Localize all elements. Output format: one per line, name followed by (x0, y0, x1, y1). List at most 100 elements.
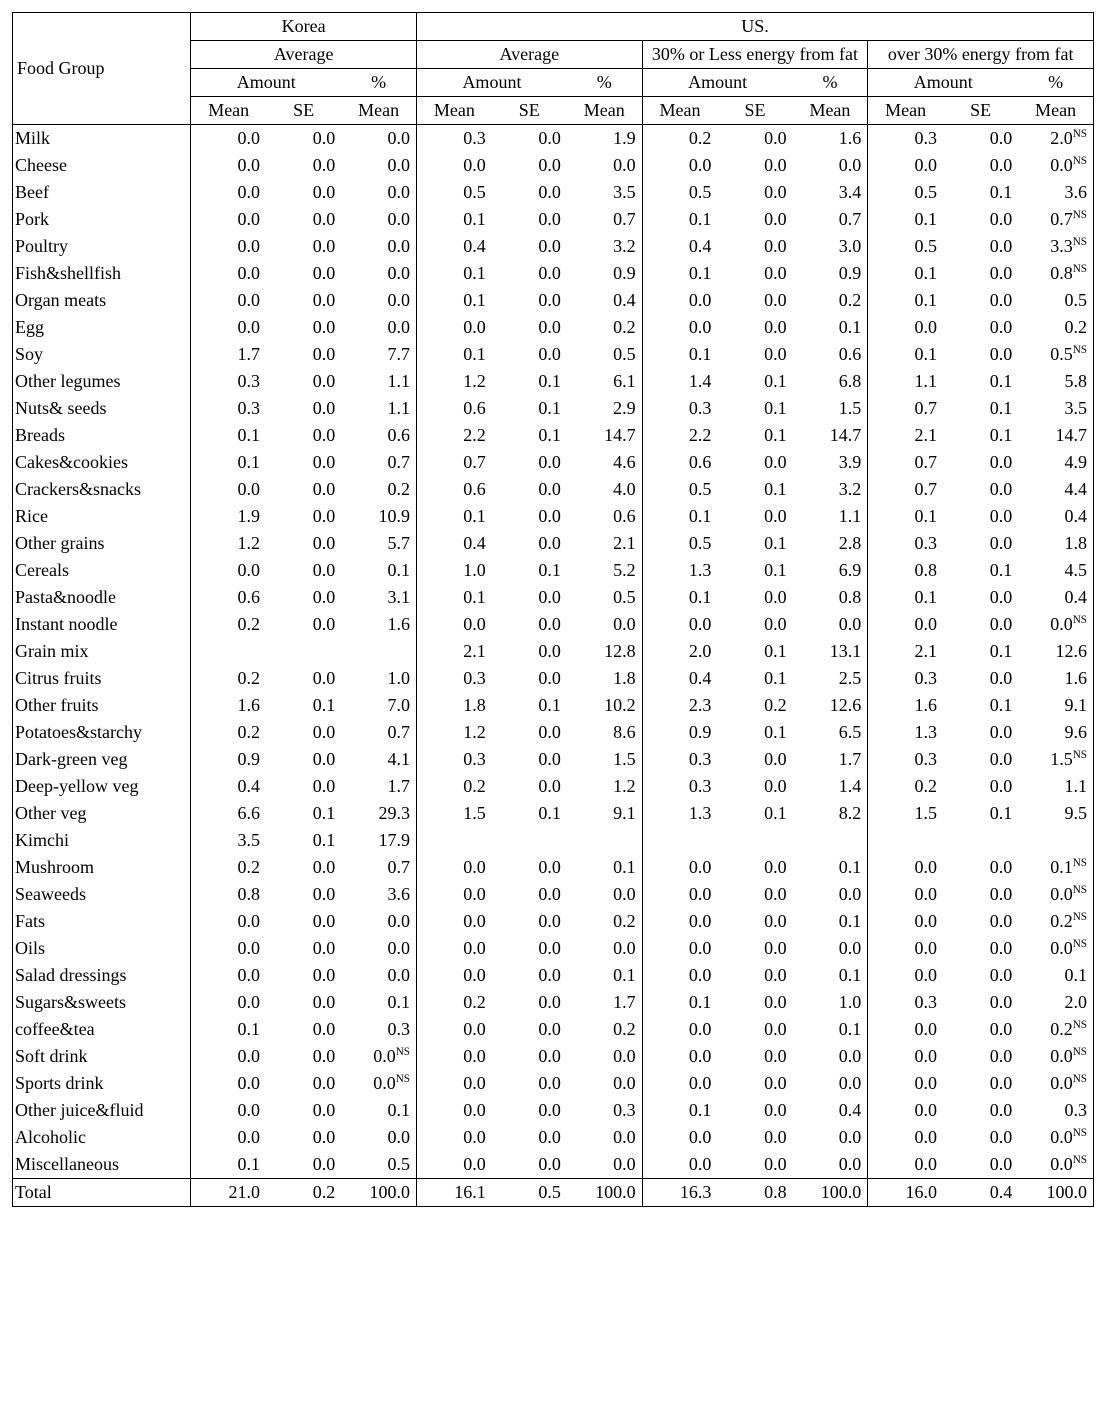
row-label: Seaweeds (13, 881, 191, 908)
cell: 0.0 (191, 152, 266, 179)
cell: 0.0 (642, 287, 717, 314)
row-label: Mushroom (13, 854, 191, 881)
cell: 1.7 (191, 341, 266, 368)
cell: 2.9 (567, 395, 642, 422)
cell: 0.0 (868, 935, 943, 962)
cell: 0.0 (266, 530, 341, 557)
cell: 0.1 (642, 584, 717, 611)
cell: 0.0 (717, 503, 792, 530)
cell: 1.1 (341, 395, 416, 422)
table-row: coffee&tea0.10.00.30.00.00.20.00.00.10.0… (13, 1016, 1094, 1043)
cell: 0.0NS (341, 1043, 416, 1070)
cell: 0.0 (943, 341, 1018, 368)
cell: 0.0 (266, 746, 341, 773)
row-label: Grain mix (13, 638, 191, 665)
cell: 0.0 (416, 1124, 491, 1151)
cell: 0.0 (793, 152, 868, 179)
cell: 0.0 (642, 1151, 717, 1179)
cell: 0.0 (492, 449, 567, 476)
table-row: Sports drink0.00.00.0NS0.00.00.00.00.00.… (13, 1070, 1094, 1097)
cell: 0.1 (943, 800, 1018, 827)
header-korea-average: Average (191, 41, 417, 69)
cell: 0.0 (416, 314, 491, 341)
header-mean: Mean (1018, 97, 1093, 125)
cell: 0.0 (416, 611, 491, 638)
cell: 2.0NS (1018, 125, 1093, 153)
cell: 1.6 (191, 692, 266, 719)
cell: 0.0 (492, 1043, 567, 1070)
cell: 0.0 (943, 854, 1018, 881)
cell (416, 827, 491, 854)
cell: 0.0 (943, 287, 1018, 314)
cell: 9.6 (1018, 719, 1093, 746)
cell: 0.0NS (1018, 611, 1093, 638)
cell: 2.0 (642, 638, 717, 665)
cell: 16.3 (642, 1179, 717, 1207)
cell: 0.0 (717, 611, 792, 638)
cell: 1.3 (642, 557, 717, 584)
cell: 0.0 (642, 1124, 717, 1151)
cell: 1.7 (793, 746, 868, 773)
cell: 0.0 (717, 1070, 792, 1097)
cell: 0.0 (266, 503, 341, 530)
cell: 0.1 (266, 827, 341, 854)
row-label: Other fruits (13, 692, 191, 719)
cell: 0.1 (943, 368, 1018, 395)
cell: 0.0 (492, 260, 567, 287)
cell: 0.0 (717, 1151, 792, 1179)
cell: 0.0 (191, 125, 266, 153)
table-row: Fats0.00.00.00.00.00.20.00.00.10.00.00.2… (13, 908, 1094, 935)
row-label: Breads (13, 422, 191, 449)
row-label: Beef (13, 179, 191, 206)
cell: 0.1 (1018, 962, 1093, 989)
cell: 0.0NS (1018, 1043, 1093, 1070)
cell: 1.4 (793, 773, 868, 800)
cell: 4.6 (567, 449, 642, 476)
cell: 1.1 (868, 368, 943, 395)
cell: 0.0 (717, 1016, 792, 1043)
cell: 0.0 (793, 1151, 868, 1179)
row-label: Crackers&snacks (13, 476, 191, 503)
cell: 0.1 (642, 206, 717, 233)
cell: 0.2 (793, 287, 868, 314)
cell: 0.0 (717, 152, 792, 179)
cell: 0.6 (341, 422, 416, 449)
cell: 0.0 (341, 1124, 416, 1151)
cell: 0.5 (341, 1151, 416, 1179)
cell: 7.7 (341, 341, 416, 368)
cell: 2.1 (567, 530, 642, 557)
cell: 0.0 (717, 1043, 792, 1070)
table-row: Pasta&noodle0.60.03.10.10.00.50.10.00.80… (13, 584, 1094, 611)
row-label: Pork (13, 206, 191, 233)
cell: 0.4 (642, 665, 717, 692)
cell: 0.0 (717, 1124, 792, 1151)
cell: 0.0 (416, 881, 491, 908)
cell: 0.9 (793, 260, 868, 287)
cell: 0.0 (943, 935, 1018, 962)
cell: 0.0 (266, 935, 341, 962)
cell: 0.6 (793, 341, 868, 368)
cell: 0.1 (492, 557, 567, 584)
header-us-30over: over 30% energy from fat (868, 41, 1094, 69)
cell: 0.0 (416, 1151, 491, 1179)
cell: 0.0 (943, 314, 1018, 341)
cell: 0.0 (868, 854, 943, 881)
header-amount: Amount (416, 69, 566, 97)
cell: 2.8 (793, 530, 868, 557)
cell: 0.3 (868, 746, 943, 773)
cell: 0.1 (717, 422, 792, 449)
cell: 0.0 (416, 962, 491, 989)
cell: 0.0 (266, 962, 341, 989)
header-us-30less: 30% or Less energy from fat (642, 41, 868, 69)
cell: 1.4 (642, 368, 717, 395)
cell: 0.4 (416, 233, 491, 260)
cell: 0.0 (717, 1097, 792, 1124)
cell: 0.0 (266, 1043, 341, 1070)
cell: 1.2 (416, 368, 491, 395)
row-label: Miscellaneous (13, 1151, 191, 1179)
cell: 0.1 (341, 557, 416, 584)
cell: 0.0 (492, 854, 567, 881)
header-korea: Korea (191, 13, 417, 41)
cell: 0.3 (191, 368, 266, 395)
cell: 0.3 (191, 395, 266, 422)
